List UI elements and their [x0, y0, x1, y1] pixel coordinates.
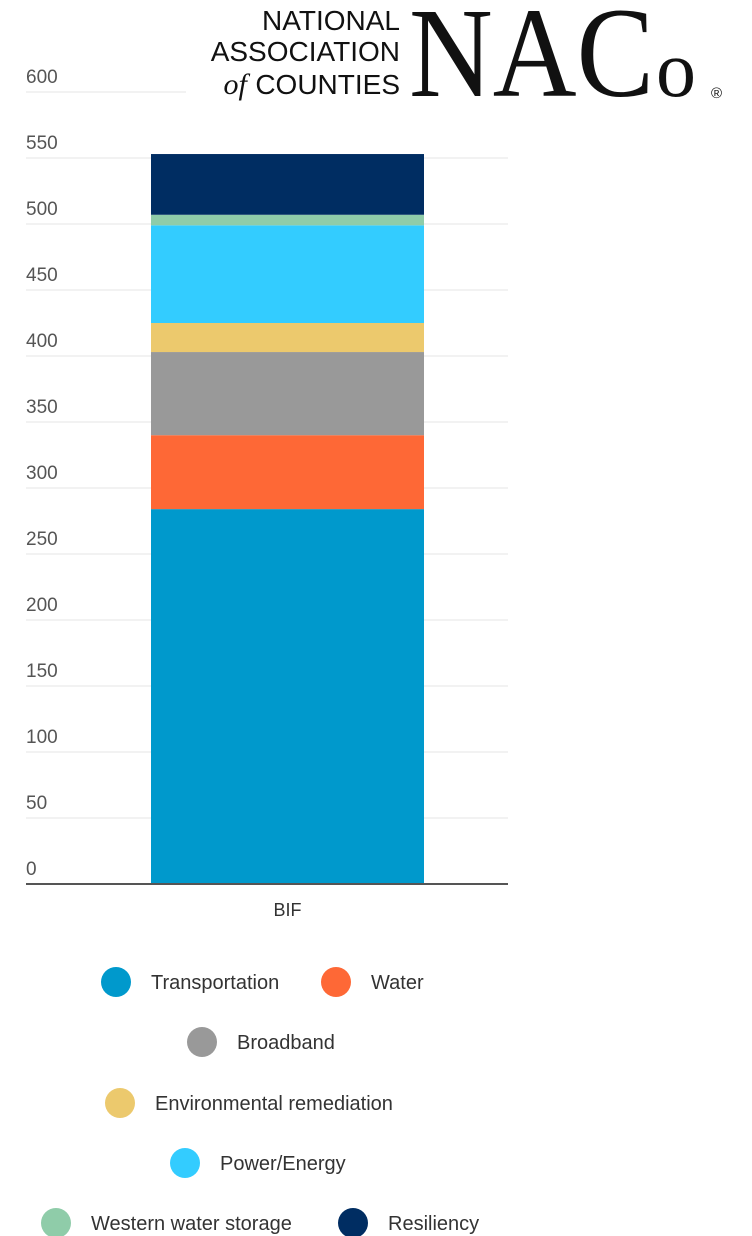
bar-segment [151, 435, 424, 510]
legend-swatch [101, 967, 131, 997]
y-tick-label: 500 [26, 199, 58, 220]
logo-of: of [224, 68, 251, 101]
bar-segment [151, 225, 424, 323]
legend: Transportation Water Broadband Environmenta… [41, 967, 479, 1236]
legend-item: Resiliency [338, 1208, 479, 1236]
y-tick-label: 600 [26, 67, 58, 88]
legend-swatch [187, 1027, 217, 1057]
legend-label: Broadband [237, 1032, 335, 1054]
legend-label: Resiliency [388, 1213, 479, 1235]
y-tick-label: 400 [26, 331, 58, 352]
legend-swatch [321, 967, 351, 997]
x-axis-category-labels: BIF [273, 900, 301, 920]
bar-segment [151, 323, 424, 353]
legend-label: Environmental remediation [155, 1093, 393, 1115]
legend-item: Water [321, 967, 424, 997]
legend-item: Power/Energy [170, 1148, 346, 1178]
y-tick-label: 200 [26, 595, 58, 616]
y-tick-label: 0 [26, 859, 37, 880]
y-tick-label: 550 [26, 133, 58, 154]
logo-line-of-counties: of COUNTIES [224, 68, 400, 101]
legend-swatch [338, 1208, 368, 1236]
bar-segment [151, 352, 424, 436]
logo-line-association: ASSOCIATION [211, 36, 400, 67]
y-tick-label: 350 [26, 397, 58, 418]
logo-counties: COUNTIES [255, 69, 400, 100]
y-axis-tick-labels: 0 50 100 150 200 250 300 350 400 450 500 550 600 [26, 67, 58, 880]
legend-item: Broadband [187, 1027, 335, 1057]
legend-label: Transportation [151, 972, 279, 994]
y-tick-label: 450 [26, 265, 58, 286]
legend-swatch [105, 1088, 135, 1118]
y-tick-label: 150 [26, 661, 58, 682]
legend-item: Western water storage [41, 1208, 292, 1236]
logo-mark-nac: NAC [409, 0, 654, 124]
legend-label: Power/Energy [220, 1153, 346, 1175]
stacked-bar [151, 154, 424, 884]
legend-item: Transportation [101, 967, 279, 997]
logo-background [186, 0, 752, 100]
legend-item: Environmental remediation [105, 1088, 393, 1118]
legend-swatch [41, 1208, 71, 1236]
legend-label: Western water storage [91, 1213, 292, 1235]
bar-segment [151, 509, 424, 884]
y-tick-label: 50 [26, 793, 47, 814]
logo-line-national: NATIONAL [262, 5, 400, 36]
legend-swatch [170, 1148, 200, 1178]
bar-segment [151, 154, 424, 215]
x-category-label: BIF [273, 900, 301, 920]
y-tick-label: 300 [26, 463, 58, 484]
logo-mark-o: o [656, 26, 696, 114]
naco-logo: NATIONAL ASSOCIATION of COUNTIES NAC o ® [186, 0, 752, 124]
y-tick-label: 250 [26, 529, 58, 550]
legend-label: Water [371, 972, 424, 994]
logo-registered-mark: ® [711, 85, 722, 102]
bar-segment [151, 214, 424, 226]
y-tick-label: 100 [26, 727, 58, 748]
